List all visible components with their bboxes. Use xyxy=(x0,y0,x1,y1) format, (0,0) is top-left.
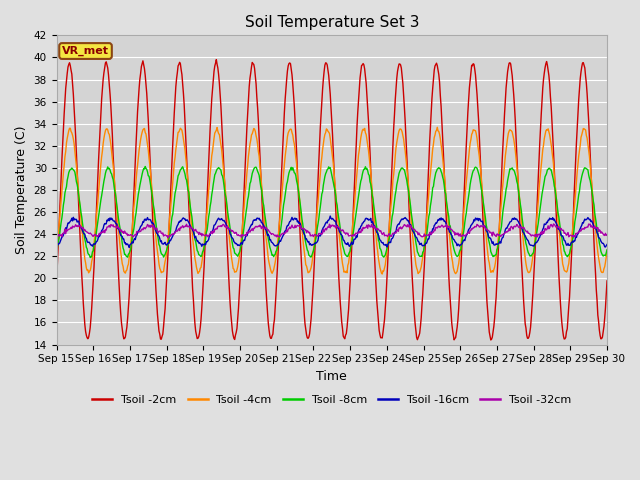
Tsoil -2cm xyxy=(173,70,181,76)
Tsoil -32cm xyxy=(554,224,561,230)
Tsoil -16cm xyxy=(326,213,334,219)
Tsoil -32cm xyxy=(323,225,331,231)
Tsoil -8cm xyxy=(603,247,611,253)
Tsoil -16cm xyxy=(378,240,386,246)
X-axis label: Time: Time xyxy=(316,370,347,383)
Text: VR_met: VR_met xyxy=(62,46,109,56)
Tsoil -32cm xyxy=(431,228,439,233)
Tsoil -2cm xyxy=(378,335,385,341)
Tsoil -8cm xyxy=(198,249,206,255)
Tsoil -16cm xyxy=(603,241,611,247)
Tsoil -2cm xyxy=(603,278,611,284)
Tsoil -32cm xyxy=(173,228,181,234)
Tsoil -16cm xyxy=(125,244,133,250)
Tsoil -32cm xyxy=(550,221,557,227)
Tsoil -32cm xyxy=(377,228,385,234)
Tsoil -4cm xyxy=(377,267,385,273)
Tsoil -16cm xyxy=(52,241,60,247)
Line: Tsoil -8cm: Tsoil -8cm xyxy=(56,167,607,257)
Tsoil -8cm xyxy=(141,164,149,169)
Tsoil -8cm xyxy=(433,168,440,174)
Tsoil -4cm xyxy=(197,264,205,270)
Legend: Tsoil -2cm, Tsoil -4cm, Tsoil -8cm, Tsoil -16cm, Tsoil -32cm: Tsoil -2cm, Tsoil -4cm, Tsoil -8cm, Tsoi… xyxy=(88,390,576,409)
Tsoil -32cm xyxy=(52,235,60,241)
Tsoil -4cm xyxy=(433,124,441,130)
Tsoil -4cm xyxy=(603,248,611,253)
Tsoil -8cm xyxy=(86,254,94,260)
Line: Tsoil -16cm: Tsoil -16cm xyxy=(56,216,607,247)
Tsoil -8cm xyxy=(554,210,562,216)
Tsoil -16cm xyxy=(433,220,440,226)
Tsoil -8cm xyxy=(175,171,182,177)
Tsoil -2cm xyxy=(432,61,440,67)
Tsoil -2cm xyxy=(324,67,332,72)
Tsoil -16cm xyxy=(554,226,562,232)
Line: Tsoil -4cm: Tsoil -4cm xyxy=(56,127,607,274)
Tsoil -2cm xyxy=(212,57,220,62)
Tsoil -2cm xyxy=(487,337,495,343)
Tsoil -8cm xyxy=(378,252,386,258)
Tsoil -4cm xyxy=(378,271,386,277)
Line: Tsoil -2cm: Tsoil -2cm xyxy=(56,60,607,340)
Tsoil -32cm xyxy=(603,232,611,238)
Tsoil -4cm xyxy=(323,127,331,132)
Tsoil -16cm xyxy=(174,221,182,227)
Title: Soil Temperature Set 3: Soil Temperature Set 3 xyxy=(244,15,419,30)
Tsoil -2cm xyxy=(554,255,562,261)
Tsoil -8cm xyxy=(325,164,333,170)
Tsoil -4cm xyxy=(52,250,60,256)
Tsoil -4cm xyxy=(432,129,440,134)
Tsoil -2cm xyxy=(197,316,205,322)
Line: Tsoil -32cm: Tsoil -32cm xyxy=(56,224,607,238)
Tsoil -8cm xyxy=(52,247,60,253)
Y-axis label: Soil Temperature (C): Soil Temperature (C) xyxy=(15,126,28,254)
Tsoil -4cm xyxy=(173,135,181,141)
Tsoil -16cm xyxy=(198,243,205,249)
Tsoil -4cm xyxy=(554,216,562,222)
Tsoil -2cm xyxy=(52,278,60,284)
Tsoil -16cm xyxy=(324,217,332,223)
Tsoil -32cm xyxy=(197,230,205,236)
